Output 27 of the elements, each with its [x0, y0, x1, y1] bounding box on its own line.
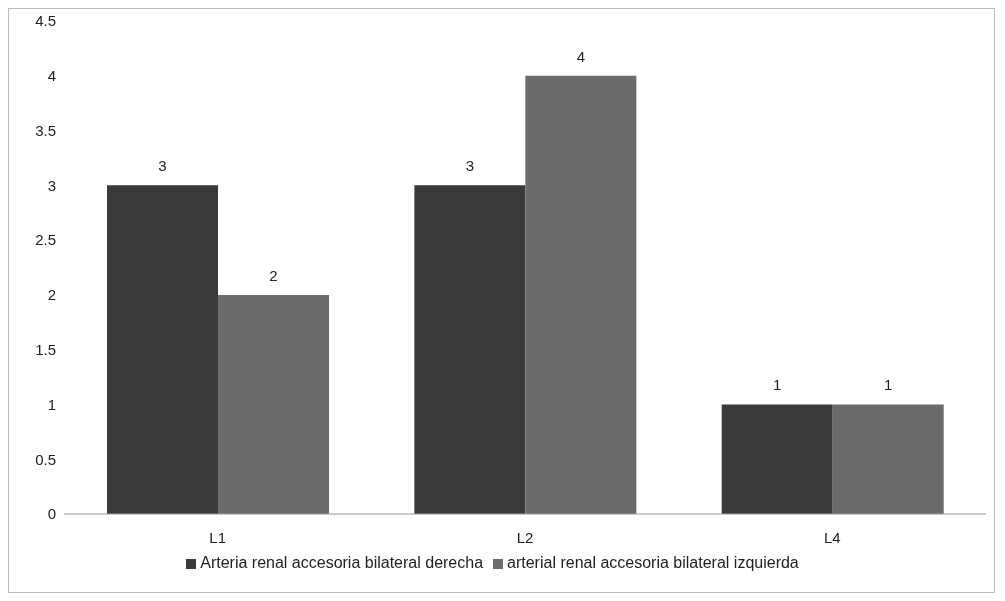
y-tick-label: 1 — [47, 395, 56, 413]
bar — [218, 294, 330, 514]
y-tick-label: 4.5 — [35, 12, 56, 30]
data-label: 1 — [884, 376, 893, 394]
bar — [525, 75, 637, 514]
x-tick-label: L2 — [516, 528, 534, 546]
y-tick-label: 4 — [47, 67, 56, 85]
data-label: 2 — [269, 266, 278, 284]
y-tick-label: 3.5 — [35, 121, 56, 139]
data-label: 3 — [158, 157, 167, 175]
bar — [107, 185, 219, 514]
data-label: 4 — [576, 47, 586, 65]
legend-label: Arteria renal accesoria bilateral derecha — [200, 554, 484, 571]
y-tick-label: 2 — [47, 286, 56, 304]
data-label: 3 — [465, 157, 475, 175]
y-tick-label: 0.5 — [35, 450, 56, 468]
bar — [721, 404, 833, 514]
y-tick-label: 2.5 — [35, 231, 56, 249]
x-tick-label: L4 — [823, 528, 841, 546]
bar — [414, 185, 526, 514]
data-label: 1 — [773, 376, 782, 394]
y-tick-label: 0 — [47, 505, 56, 523]
y-tick-label: 1.5 — [35, 340, 56, 358]
y-tick-label: 3 — [47, 176, 56, 194]
x-tick-label: L1 — [209, 528, 227, 546]
bar — [832, 404, 944, 514]
legend-label: arterial renal accesoria bilateral izquierda — [507, 554, 799, 571]
